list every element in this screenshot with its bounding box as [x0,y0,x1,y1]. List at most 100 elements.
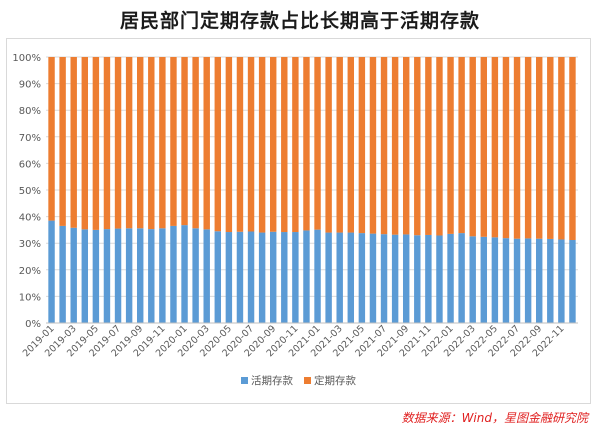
bar-time-deposit [558,57,565,240]
legend-time-deposit-swatch [304,377,311,384]
y-tick-label: 80% [19,106,41,117]
bar-time-deposit [192,57,199,229]
bar-demand-deposit [347,232,355,323]
bar-demand-deposit [303,230,310,323]
bar-time-deposit [414,57,421,236]
y-tick-label: 100% [12,53,41,64]
bar-demand-deposit [502,238,510,323]
bar-demand-deposit [380,234,388,323]
bar-time-deposit [203,57,210,230]
bar-time-deposit [314,57,321,230]
y-tick-label: 70% [19,133,41,144]
bar-demand-deposit [70,227,77,323]
y-tick-label: 0% [25,319,41,330]
bar-demand-deposit [225,232,233,323]
bar-demand-deposit [458,233,465,323]
bar-demand-deposit [469,236,476,323]
bar-demand-deposit [181,225,188,323]
y-tick-label: 90% [19,80,41,91]
bar-time-deposit [125,57,133,229]
bar-time-deposit [369,57,377,234]
bar-time-deposit [380,57,388,235]
bar-time-deposit [325,57,332,233]
bar-demand-deposit [247,231,255,323]
bar-time-deposit [447,57,454,234]
bar-demand-deposit [114,228,122,323]
bar-demand-deposit [258,232,266,323]
bar-demand-deposit [281,232,288,323]
bar-demand-deposit [136,228,144,323]
bar-time-deposit [303,57,310,231]
y-tick-label: 30% [19,239,41,250]
bar-time-deposit [458,57,465,234]
bar-time-deposit [336,57,343,233]
bar-demand-deposit [125,228,133,323]
bar-demand-deposit [214,231,222,323]
bar-time-deposit [547,57,554,239]
bar-time-deposit [225,57,233,233]
legend-demand-deposit-label: 活期存款 [251,374,293,387]
bar-demand-deposit [325,232,332,323]
bar-time-deposit [347,57,355,233]
bar-demand-deposit [547,238,554,323]
bar-time-deposit [524,57,532,239]
bar-time-deposit [402,57,410,235]
bar-time-deposit [59,57,66,226]
bar-time-deposit [513,57,521,239]
bar-demand-deposit [336,232,343,323]
bar-time-deposit [181,57,188,226]
bar-time-deposit [48,57,55,221]
bar-time-deposit [425,57,432,235]
bar-time-deposit [114,57,122,229]
bar-time-deposit [491,57,499,238]
bar-time-deposit [103,57,111,230]
bar-demand-deposit [269,231,277,323]
bar-demand-deposit [59,225,66,323]
chart-frame [6,38,591,404]
bar-time-deposit [92,57,100,230]
bar-demand-deposit [292,232,299,323]
bar-demand-deposit [159,228,166,323]
bar-demand-deposit [369,233,377,323]
y-tick-label: 50% [19,186,41,197]
chart-title: 居民部门定期存款占比长期高于活期存款 [119,10,480,32]
y-tick-label: 40% [19,213,41,224]
bar-demand-deposit [391,234,399,323]
bar-demand-deposit [535,238,543,323]
bar-time-deposit [70,57,77,228]
bar-time-deposit [281,57,288,233]
bar-time-deposit [480,57,488,237]
bar-demand-deposit [425,234,432,323]
bar-demand-deposit [314,229,321,323]
bar-time-deposit [358,57,366,234]
bar-demand-deposit [491,237,499,323]
y-tick-label: 10% [19,292,41,303]
bar-demand-deposit [447,233,454,323]
bar-time-deposit [136,57,144,229]
bar-demand-deposit [48,220,55,323]
bar-demand-deposit [402,234,410,323]
bar-demand-deposit [480,236,488,323]
bar-time-deposit [269,57,277,232]
legend-time-deposit-label: 定期存款 [314,374,356,387]
legend-demand-deposit-swatch [241,377,248,384]
bar-demand-deposit [236,231,244,323]
bar-time-deposit [247,57,255,232]
bar-time-deposit [292,57,299,233]
bar-time-deposit [236,57,244,232]
bar-demand-deposit [103,229,111,323]
bar-time-deposit [502,57,510,239]
bar-demand-deposit [569,240,576,323]
bar-demand-deposit [513,238,521,323]
bar-demand-deposit [358,233,366,323]
bar-time-deposit [159,57,166,229]
bar-demand-deposit [558,239,565,323]
bar-demand-deposit [524,238,532,323]
y-tick-label: 20% [19,266,41,277]
bar-demand-deposit [192,228,199,323]
bar-time-deposit [258,57,266,233]
bar-demand-deposit [436,235,443,323]
bar-time-deposit [170,57,177,226]
bar-demand-deposit [170,225,177,323]
